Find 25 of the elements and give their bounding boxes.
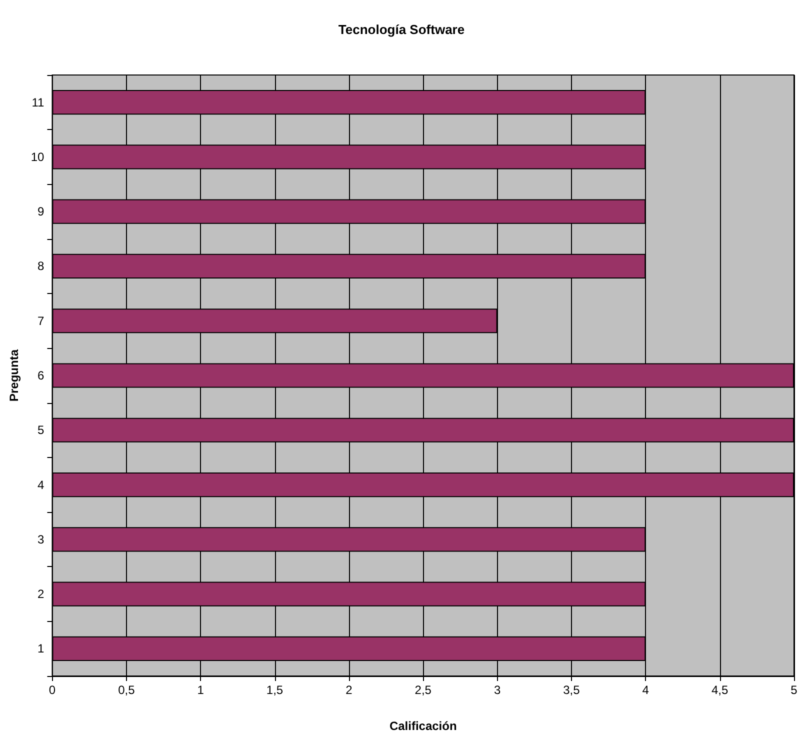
y-axis-title: Pregunta [7, 349, 21, 402]
x-tick-label: 3 [494, 683, 501, 697]
x-tick-label: 3,5 [563, 683, 580, 697]
x-tick-label: 1 [197, 683, 204, 697]
x-tick-label: 2 [346, 683, 353, 697]
y-tick-label: 11 [32, 95, 45, 110]
y-tick-label: 7 [38, 314, 45, 328]
x-tick-label: 4 [642, 683, 650, 697]
y-tick-label: 3 [38, 532, 45, 546]
y-tick-label: 4 [38, 478, 45, 492]
y-tick-label: 5 [38, 423, 45, 438]
y-tick-label: 6 [38, 368, 45, 382]
chart-title: Tecnología Software [338, 22, 465, 37]
y-tick-label: 2 [38, 587, 45, 602]
x-tick-label: 2,5 [414, 683, 432, 697]
x-tick-label: 0 [48, 683, 56, 697]
x-tick-label: 0,5 [118, 683, 136, 697]
y-tick-label: 1 [38, 642, 45, 656]
y-tick-label: 10 [30, 150, 45, 164]
x-axis-title: Calificación [389, 719, 457, 733]
x-tick-label: 1,5 [266, 683, 284, 697]
y-tick-label: 8 [38, 259, 45, 274]
x-tick-label: 4,5 [711, 683, 728, 697]
x-tick-label: 5 [790, 683, 798, 697]
y-tick-label: 9 [38, 204, 45, 219]
